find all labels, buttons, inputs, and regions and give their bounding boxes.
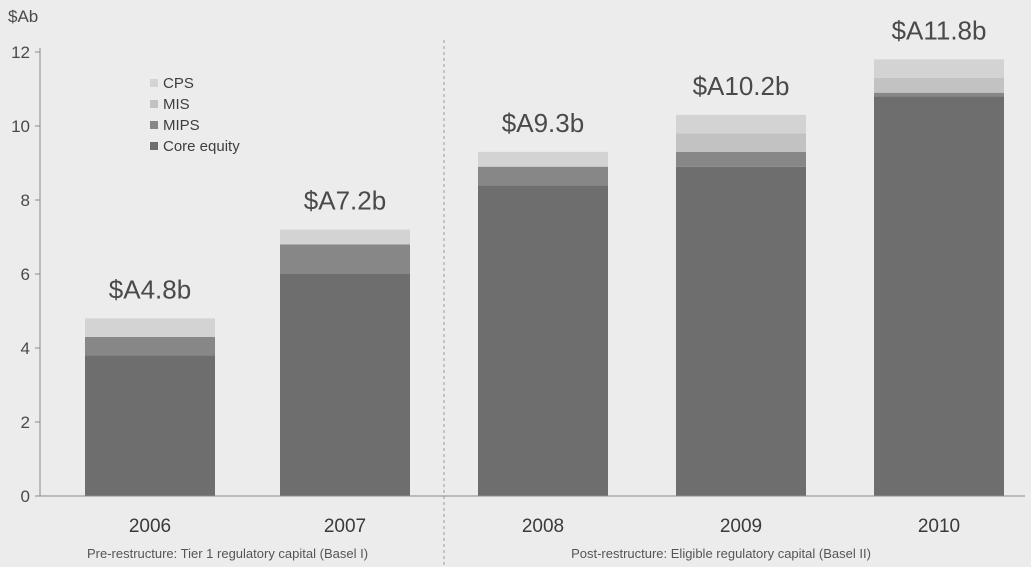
legend-swatch-mis <box>150 100 158 108</box>
bar-segment-core-equity-2010 <box>874 96 1004 497</box>
bar-segment-core-equity-2008 <box>478 185 608 496</box>
bars-group <box>85 59 1004 497</box>
y-axis: 0 2 4 6 8 10 12 <box>11 43 41 506</box>
legend-swatch-mips <box>150 121 158 129</box>
total-label-2006: $A4.8b <box>109 274 191 304</box>
y-tick-label: 12 <box>11 43 30 62</box>
legend-swatch-cps <box>150 79 158 87</box>
bar-segment-mis-2010 <box>874 77 1004 93</box>
legend: CPS MIS MIPS Core equity <box>150 75 240 155</box>
x-axis: 2006 2007 2008 2009 2010 <box>40 495 1025 537</box>
total-label-2009: $A10.2b <box>693 71 790 101</box>
x-tick-label-2006: 2006 <box>129 516 171 537</box>
legend-label-mis: MIS <box>163 96 190 113</box>
y-tick-label: 10 <box>11 117 30 136</box>
legend-label-mips: MIPS <box>163 117 200 134</box>
bar-segment-mips-2009 <box>676 151 806 167</box>
bar-segment-core-equity-2007 <box>280 274 410 496</box>
x-tick-label-2008: 2008 <box>522 516 564 537</box>
bar-segment-core-equity-2009 <box>676 166 806 496</box>
bar-segment-mips-2006 <box>85 336 215 356</box>
bar-segment-mis-2009 <box>676 133 806 152</box>
totals-group: $A4.8b $A7.2b $A9.3b $A10.2b $A11.8b <box>109 15 987 304</box>
x-tick-label-2007: 2007 <box>324 516 366 537</box>
x-tick-label-2010: 2010 <box>918 516 960 537</box>
y-tick-label: 6 <box>21 265 30 284</box>
legend-swatch-core-equity <box>150 142 158 150</box>
bar-segment-mips-2010 <box>874 92 1004 97</box>
total-label-2010: $A11.8b <box>892 15 987 45</box>
bar-segment-cps-2008 <box>478 151 608 167</box>
total-label-2008: $A9.3b <box>502 108 584 138</box>
y-tick-label: 4 <box>21 339 30 358</box>
bar-segment-cps-2007 <box>280 229 410 245</box>
bar-segment-core-equity-2006 <box>85 355 215 496</box>
legend-label-core-equity: Core equity <box>163 138 240 155</box>
group-label-post-restructure: Post-restructure: Eligible regulatory ca… <box>571 546 871 561</box>
y-axis-unit-label: $Ab <box>8 7 38 26</box>
bar-segment-mips-2008 <box>478 166 608 186</box>
total-label-2007: $A7.2b <box>304 186 386 216</box>
bar-segment-mips-2007 <box>280 244 410 274</box>
bar-segment-cps-2010 <box>874 59 1004 78</box>
x-tick-label-2009: 2009 <box>720 516 762 537</box>
legend-label-cps: CPS <box>163 75 194 92</box>
y-tick-label: 8 <box>21 191 30 210</box>
bar-segment-cps-2009 <box>676 114 806 134</box>
bar-segment-cps-2006 <box>85 318 215 337</box>
group-label-pre-restructure: Pre-restructure: Tier 1 regulatory capit… <box>87 546 368 561</box>
y-tick-label: 0 <box>21 487 30 506</box>
y-tick-label: 2 <box>21 413 30 432</box>
